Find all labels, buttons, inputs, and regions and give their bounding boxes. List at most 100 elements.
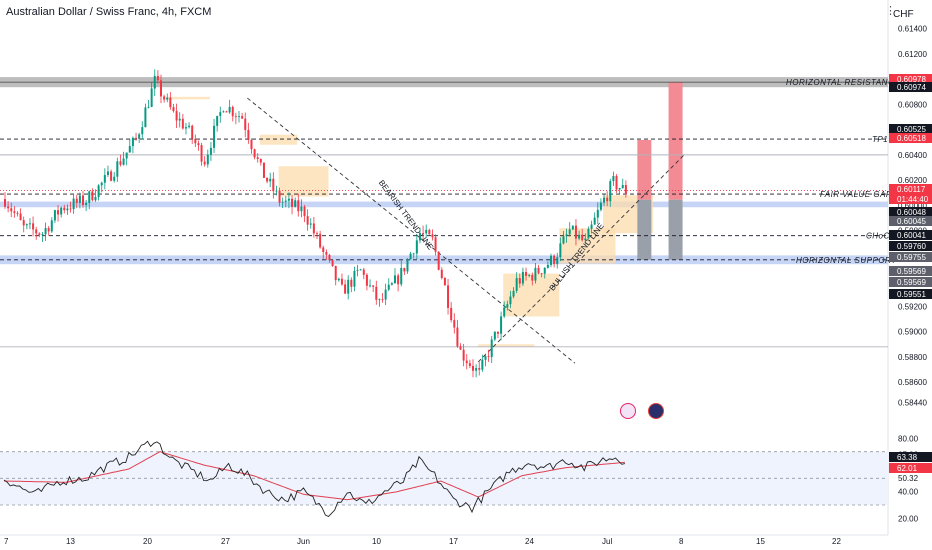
- price-value-box: [889, 194, 932, 204]
- candle-body: [375, 286, 378, 300]
- candle-body: [281, 201, 284, 203]
- candle-body: [518, 278, 521, 284]
- price-value-text: 0.59551: [897, 290, 926, 299]
- candle-body: [472, 365, 474, 371]
- candle-body: [106, 171, 109, 176]
- rsi-line: [3, 440, 625, 518]
- candle-body: [225, 111, 228, 113]
- time-tick-label: 8: [679, 537, 684, 546]
- candle-body: [16, 212, 19, 214]
- candle-body: [606, 197, 609, 202]
- candle-body: [340, 278, 343, 285]
- candle-body: [44, 228, 47, 235]
- rsi-ma-line: [3, 451, 625, 501]
- candle-body: [247, 129, 250, 140]
- candle-body: [88, 191, 91, 203]
- price-tick-label: 0.60200: [898, 176, 927, 185]
- candle-body: [150, 88, 153, 107]
- price-tick-label: 0.58800: [898, 353, 927, 362]
- candle-body: [581, 234, 584, 241]
- candle-body: [465, 360, 468, 364]
- candle-body: [593, 217, 596, 225]
- candle-body: [509, 296, 512, 305]
- rsi-value-text: 62.01: [897, 464, 918, 473]
- price-value-text: 0.59755: [897, 253, 926, 262]
- candle-body: [194, 138, 197, 144]
- time-tick-label: 27: [221, 537, 230, 546]
- price-value-text: 0.60525: [897, 125, 926, 134]
- candle-body: [534, 267, 537, 281]
- candle-body: [450, 307, 453, 321]
- candle-body: [138, 134, 141, 139]
- candle-body: [387, 284, 390, 290]
- candle-body: [312, 223, 315, 234]
- rsi-tick-label: 40.00: [898, 488, 919, 497]
- fair-value-band: [0, 201, 888, 208]
- price-value-text: 0.60117: [897, 185, 926, 194]
- candle-body: [478, 368, 481, 370]
- candle-body: [28, 223, 31, 225]
- candle-body: [147, 106, 150, 108]
- candle-body: [291, 198, 294, 207]
- price-value-box: [889, 82, 932, 92]
- price-value-text: 0.60041: [897, 231, 926, 240]
- candle-body: [350, 279, 353, 287]
- candle-body: [484, 356, 487, 360]
- candle-body: [191, 125, 194, 139]
- price-value-box: [889, 266, 932, 276]
- candle-body: [35, 229, 38, 234]
- candle-body: [493, 331, 496, 340]
- candle-body: [172, 107, 175, 112]
- candle-body: [163, 96, 166, 100]
- more-options-icon[interactable]: ⋮: [885, 5, 896, 17]
- candle-body: [390, 283, 393, 285]
- candle-body: [615, 176, 618, 190]
- candle-body: [10, 208, 13, 212]
- candle-body: [319, 233, 322, 248]
- candle-body: [347, 279, 350, 294]
- candle-body: [294, 200, 297, 207]
- price-value-box: [889, 241, 932, 251]
- candle-body: [216, 115, 219, 126]
- candle-body: [78, 195, 81, 203]
- event-flag-icon[interactable]: [648, 403, 664, 419]
- candle-body: [331, 260, 334, 266]
- candle-body: [618, 188, 621, 190]
- candle-body: [394, 275, 396, 284]
- bearish-trend-line: [247, 97, 576, 364]
- chart-title: Australian Dollar / Swiss Franc, 4h, FXC…: [6, 6, 212, 18]
- candle-body: [184, 127, 187, 129]
- candle-body: [596, 209, 599, 218]
- event-bolt-icon[interactable]: [620, 403, 636, 419]
- price-tick-label: 0.61400: [898, 25, 927, 34]
- candle-body: [203, 161, 206, 165]
- candle-body: [447, 285, 450, 308]
- rsi-tick-label: 80.00: [898, 434, 919, 443]
- rsi-value-text: 63.38: [897, 453, 918, 462]
- candle-body: [4, 199, 6, 207]
- bearish-trend-label: BEARISH TREND LINE: [377, 178, 435, 251]
- candle-body: [169, 97, 172, 108]
- candle-body: [496, 331, 499, 334]
- candle-body: [537, 267, 540, 274]
- candle-body: [316, 233, 318, 235]
- candle-body: [119, 161, 122, 165]
- tp2-target-box: [668, 81, 683, 200]
- candle-body: [550, 255, 552, 265]
- time-tick-label: Jul: [602, 537, 612, 546]
- candle-body: [503, 307, 506, 317]
- candle-body: [521, 271, 524, 284]
- price-value-text: 0.59569: [897, 278, 926, 287]
- candle-body: [362, 269, 365, 275]
- candle-body: [85, 202, 88, 206]
- candle-body: [244, 118, 247, 130]
- candle-body: [231, 106, 234, 117]
- stop-box: [637, 199, 652, 260]
- time-tick-label: 17: [449, 537, 458, 546]
- candle-body: [178, 118, 181, 121]
- rsi-value-box: [889, 452, 932, 462]
- candle-body: [337, 278, 340, 281]
- candle-body: [219, 112, 222, 116]
- candle-body: [459, 346, 462, 350]
